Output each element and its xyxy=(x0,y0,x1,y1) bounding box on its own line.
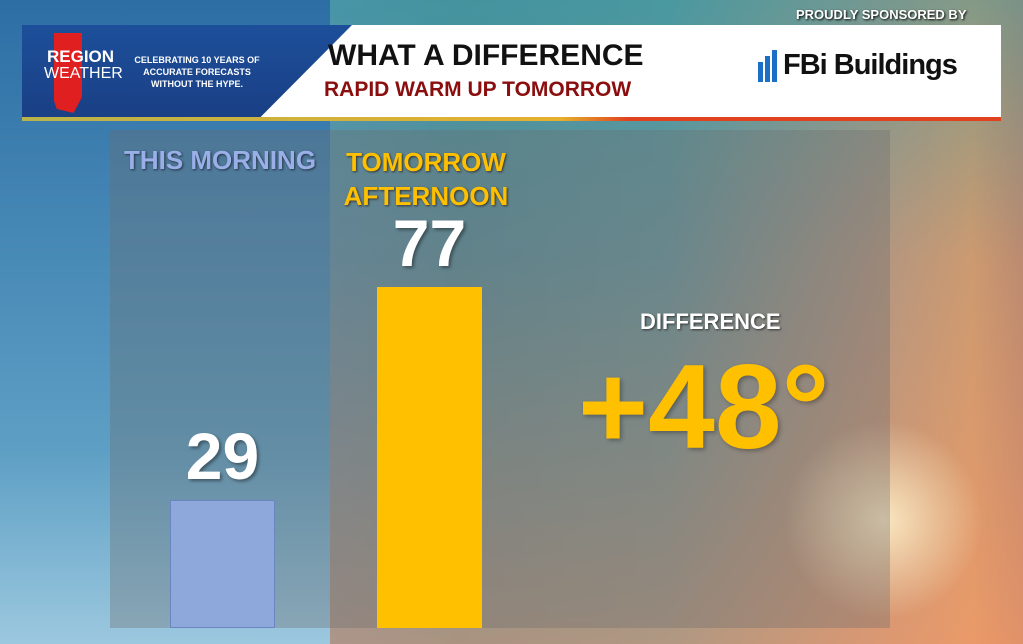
brand-weather: WEATHER xyxy=(44,65,123,82)
tagline: CELEBRATING 10 YEARS OF ACCURATE FORECAS… xyxy=(134,55,260,89)
sponsor-logo-text: FBi Buildings xyxy=(783,49,958,81)
indiana-map-icon xyxy=(54,33,82,113)
building-bars-icon xyxy=(758,50,777,82)
difference-value: +48° xyxy=(578,340,830,474)
value-label-afternoon: 77 xyxy=(392,206,467,280)
bar-morning xyxy=(170,499,275,628)
page-subtitle: RAPID WARM UP TOMORROW xyxy=(324,78,632,101)
header-banner: REGION WEATHER CELEBRATING 10 YEARS OF A… xyxy=(22,25,1001,121)
category-label-afternoon: TOMORROW AFTERNOON xyxy=(343,147,509,211)
category-label-morning: THIS MORNING xyxy=(123,145,317,175)
sponsor-logo: FBi Buildings xyxy=(758,49,958,82)
accent-strip xyxy=(22,117,1001,121)
value-label-morning: 29 xyxy=(185,418,260,493)
bar-afternoon xyxy=(377,287,482,628)
brand-region: REGION xyxy=(47,47,115,66)
page-title: WHAT A DIFFERENCE xyxy=(328,39,644,72)
sun-glow xyxy=(783,420,983,620)
sponsor-label: PROUDLY SPONSORED BY xyxy=(796,7,967,22)
difference-label: DIFFERENCE xyxy=(640,309,781,334)
